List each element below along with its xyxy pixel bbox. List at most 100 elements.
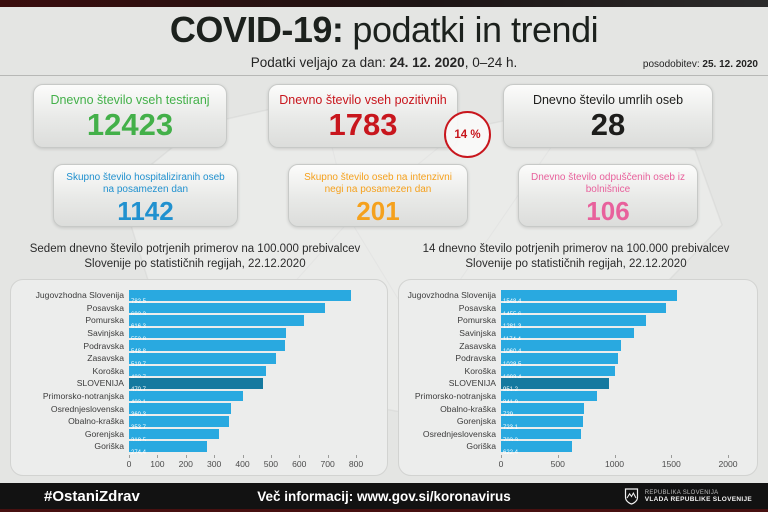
region-bar: 274,4	[129, 441, 207, 456]
bar-value-label: 360,3	[129, 410, 146, 421]
chart-row: Savinjska 552,8	[17, 327, 387, 343]
report-date-suffix: , 0–24 h.	[464, 55, 518, 70]
tick-label: 800	[348, 458, 364, 469]
region-bar: 470,7	[129, 378, 263, 393]
region-bar: 403,1	[129, 390, 244, 406]
region-bar: 1028,5	[501, 352, 618, 368]
bar-track: 470,7	[129, 378, 356, 393]
tick-label: 2000	[718, 458, 738, 469]
chart-7day: Jugovzhodna Slovenija782,5Posavska692,3P…	[10, 279, 388, 476]
chart-row: Posavska 1455,6	[405, 302, 757, 318]
tick-label: 200	[178, 458, 193, 469]
region-label: Goriška	[466, 441, 496, 452]
bar-track: 403,1	[129, 390, 356, 406]
bar-value-label: 1548,4	[501, 297, 521, 308]
bar-track: 1548,4	[501, 290, 728, 305]
region-label: Osrednjeslovenska	[50, 403, 124, 414]
region-bar: 318,5	[129, 428, 220, 444]
region-bar: 622,4	[501, 441, 572, 456]
region-label: Obalno-kraška	[68, 416, 124, 427]
region-label: SLOVENIJA	[76, 378, 124, 389]
tick-label: 500	[550, 458, 565, 469]
chart-x-axis: 0 100 200 300 400 500 600 700 800	[126, 454, 363, 475]
chart-row: Pomurska 1281,3	[405, 315, 757, 330]
bar-value-label: 1174,4	[501, 335, 521, 346]
bar-value-label: 470,7	[129, 385, 146, 396]
chart-row: SLOVENIJA 470,7	[17, 378, 387, 393]
tick-mark	[327, 454, 329, 458]
region-label: Koroška	[92, 365, 124, 376]
chart-row: Jugovzhodna Slovenija 782,5	[17, 290, 387, 305]
region-bar: 353,7	[129, 415, 230, 431]
region-label: Podravska	[455, 353, 496, 364]
stat-card-value: 28	[590, 107, 626, 142]
bar-value-label: 318,5	[129, 436, 146, 447]
stat-card-value: 106	[586, 196, 630, 226]
region-label: Jugovzhodna Slovenija	[35, 290, 124, 301]
bar-track: 274,4	[129, 441, 356, 456]
report-date: 24. 12. 2020	[389, 55, 465, 70]
chart-bars: Jugovzhodna Slovenija782,5Posavska692,3P…	[17, 290, 387, 456]
tick-label: 600	[292, 458, 307, 469]
footer-info-text: Več informacij: www.gov.si/koronavirus	[257, 488, 511, 504]
bar-value-label: 1028,5	[501, 360, 521, 371]
tick-mark	[242, 454, 244, 458]
bar-value-label: 548,8	[129, 347, 146, 358]
region-label: Osrednjeslovenska	[422, 428, 496, 439]
bar-track: 1281,3	[501, 315, 728, 330]
tick-mark	[270, 454, 272, 458]
bar-value-label: 703,3	[501, 436, 518, 447]
chart-row: Osrednjeslovenska 360,3	[17, 403, 387, 418]
chart-row: Pomurska 616,3	[17, 315, 387, 330]
positive-share-value: 14 %	[454, 128, 481, 141]
coat-of-arms-icon	[624, 487, 638, 505]
region-bar: 723,1	[501, 415, 584, 431]
bar-track: 360,3	[129, 403, 356, 418]
region-bar: 552,8	[129, 327, 286, 343]
tick-label: 700	[320, 458, 335, 469]
positive-share-badge: 14 %	[444, 111, 491, 158]
bar-track: 692,3	[129, 302, 356, 318]
bar-value-label: 729	[501, 410, 513, 421]
top-strip	[0, 0, 768, 7]
stat-card-icu: Skupno število oseb na intenzivni negi n…	[288, 164, 468, 227]
stat-card-label: Skupno število hospitaliziranih oseb na …	[66, 172, 225, 195]
chart-row: Gorenjska 318,5	[17, 428, 387, 444]
stat-card-tests: Dnevno število vseh testiranj 12423	[33, 84, 227, 148]
stat-card-value: 1783	[328, 107, 398, 142]
bar-track: 1028,5	[501, 352, 728, 368]
tick-mark	[299, 454, 301, 458]
bar-value-label: 1003,4	[501, 373, 521, 384]
region-bar: 548,8	[129, 340, 285, 355]
bar-value-label: 841,9	[501, 398, 518, 409]
stat-card-discharged: Dnevno število odpuščenih oseb iz bolniš…	[518, 164, 698, 227]
stat-card-label: Dnevno število odpuščenih oseb iz bolniš…	[531, 172, 685, 195]
tick-label: 0	[126, 458, 132, 469]
bar-value-label: 482,7	[129, 373, 146, 384]
title-rest: podatki in trendi	[352, 9, 599, 50]
bar-track: 951,2	[501, 378, 728, 393]
region-label: Posavska	[86, 302, 124, 313]
bar-value-label: 403,1	[129, 398, 146, 409]
chart-title-7day: Sedem dnevno število potrjenih primerov …	[29, 243, 361, 270]
hashtag-label: #OstaniZdrav	[44, 487, 140, 505]
region-bar: 729	[501, 403, 584, 418]
stat-card-value: 201	[356, 196, 400, 226]
region-label: Jugovzhodna Slovenija	[407, 290, 496, 301]
report-date-prefix: Podatki veljajo za dan:	[250, 55, 390, 70]
chart-row: Primorsko-notranjska 403,1	[17, 390, 387, 406]
region-bar: 1281,3	[501, 315, 647, 330]
bar-track: 703,3	[501, 428, 728, 444]
update-date: 25. 12. 2020	[702, 59, 758, 70]
chart-row: SLOVENIJA 951,2	[405, 378, 757, 393]
region-bar: 1455,6	[501, 302, 667, 318]
chart-row: Gorenjska 723,1	[405, 415, 757, 431]
bar-value-label: 1455,6	[501, 310, 521, 321]
chart-row: Posavska 692,3	[17, 302, 387, 318]
region-bar: 782,5	[129, 290, 352, 305]
bar-track: 1060,4	[501, 340, 728, 355]
bar-value-label: 353,7	[129, 423, 146, 434]
bar-track: 318,5	[129, 428, 356, 444]
region-label: Primorsko-notranjska	[414, 391, 496, 402]
bar-value-label: 723,1	[501, 423, 518, 434]
